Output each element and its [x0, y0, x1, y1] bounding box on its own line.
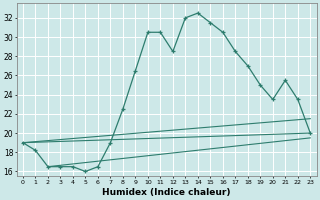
X-axis label: Humidex (Indice chaleur): Humidex (Indice chaleur)	[102, 188, 231, 197]
